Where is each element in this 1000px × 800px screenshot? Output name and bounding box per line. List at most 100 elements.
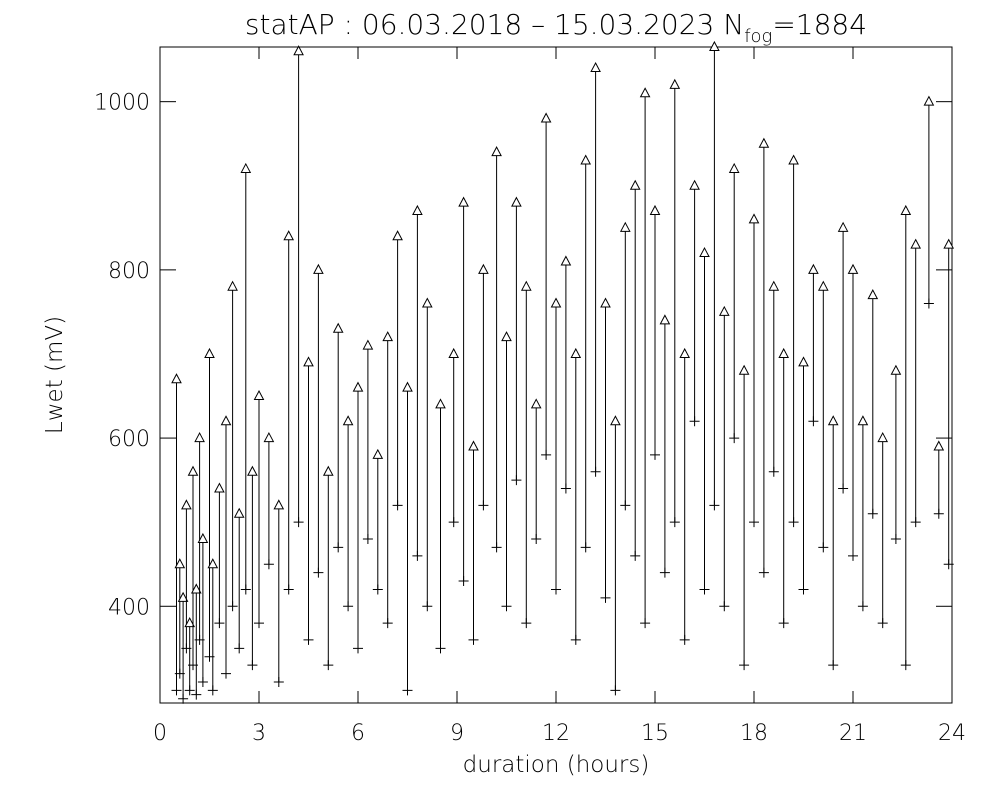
low-marker — [729, 433, 740, 444]
low-marker — [749, 517, 759, 528]
low-marker — [890, 534, 901, 544]
x-tick-label: 18 — [740, 721, 768, 746]
x-tick-label: 12 — [542, 721, 570, 746]
high-marker — [890, 364, 902, 375]
low-marker — [458, 576, 469, 587]
high-marker — [233, 507, 245, 518]
high-marker — [207, 558, 219, 569]
high-marker — [501, 331, 512, 342]
low-marker — [392, 500, 403, 511]
x-tick-label: 15 — [641, 721, 669, 746]
low-marker — [353, 643, 363, 654]
high-marker — [649, 204, 661, 215]
high-marker — [768, 280, 780, 291]
low-marker — [171, 685, 182, 696]
high-marker — [699, 246, 710, 258]
low-marker — [313, 567, 324, 578]
low-marker — [191, 689, 202, 700]
y-tick-label: 600 — [108, 427, 150, 452]
high-marker — [659, 314, 671, 325]
high-marker — [857, 415, 869, 426]
low-marker — [679, 634, 690, 645]
high-marker — [435, 398, 446, 409]
high-marker — [689, 179, 700, 190]
high-marker — [511, 196, 522, 207]
low-marker — [867, 508, 878, 519]
high-marker — [458, 196, 469, 207]
low-marker — [570, 634, 581, 645]
x-axis-label: duration (hours) — [463, 752, 650, 778]
high-marker — [738, 364, 750, 375]
high-marker — [808, 263, 819, 274]
low-marker — [758, 567, 769, 578]
high-marker — [352, 381, 364, 392]
high-marker — [491, 146, 502, 157]
high-marker — [181, 499, 192, 510]
low-marker — [333, 542, 344, 553]
low-marker — [263, 559, 274, 570]
low-marker — [910, 517, 921, 528]
low-marker — [227, 601, 238, 612]
high-marker — [877, 432, 889, 443]
high-marker — [342, 415, 354, 426]
high-marker — [448, 347, 460, 358]
low-marker — [828, 660, 839, 671]
high-marker — [817, 280, 829, 291]
high-marker — [322, 465, 334, 476]
low-marker — [382, 618, 393, 629]
high-marker — [629, 179, 641, 190]
low-marker — [709, 500, 720, 511]
low-marker — [788, 517, 799, 528]
high-marker — [412, 204, 423, 215]
low-marker — [669, 517, 680, 528]
low-marker — [610, 685, 621, 696]
low-marker — [234, 643, 245, 654]
low-marker — [699, 584, 710, 595]
high-marker — [827, 415, 839, 426]
x-tick-label: 21 — [839, 721, 867, 746]
high-marker — [639, 87, 651, 98]
high-marker — [540, 112, 552, 123]
high-marker — [204, 347, 215, 358]
x-tick-label: 9 — [450, 721, 464, 746]
high-marker — [923, 95, 935, 106]
low-marker — [808, 416, 819, 427]
high-marker — [362, 339, 374, 350]
low-marker — [798, 584, 809, 595]
high-marker — [332, 322, 344, 333]
low-marker — [943, 559, 954, 570]
high-marker — [943, 238, 955, 249]
high-marker — [240, 162, 252, 173]
y-tick-label: 400 — [108, 595, 150, 620]
low-marker — [818, 542, 829, 553]
high-marker — [788, 154, 799, 165]
high-marker — [283, 230, 295, 241]
low-marker — [531, 534, 542, 544]
high-marker — [303, 356, 314, 367]
low-marker — [303, 634, 314, 645]
high-marker — [798, 356, 809, 367]
low-marker — [221, 668, 231, 679]
low-marker — [857, 601, 868, 612]
low-marker — [247, 660, 258, 671]
high-marker — [392, 230, 403, 241]
high-marker — [372, 448, 384, 459]
high-marker — [900, 204, 912, 215]
low-marker — [600, 592, 611, 603]
high-marker — [214, 482, 225, 493]
y-tick-label: 1000 — [94, 91, 150, 116]
low-marker — [323, 660, 334, 671]
high-marker — [478, 263, 489, 274]
title-main: statAP : 06.03.2018 – 15.03.2023 N — [245, 8, 744, 41]
x-tick-label: 0 — [153, 721, 167, 746]
high-marker — [190, 583, 202, 594]
high-marker — [313, 263, 324, 274]
low-marker — [412, 550, 423, 561]
low-marker — [362, 534, 373, 544]
high-marker — [679, 347, 691, 358]
title-subscript: fog — [744, 26, 772, 47]
high-marker — [758, 137, 770, 148]
high-marker — [718, 305, 730, 316]
high-marker — [421, 297, 433, 308]
